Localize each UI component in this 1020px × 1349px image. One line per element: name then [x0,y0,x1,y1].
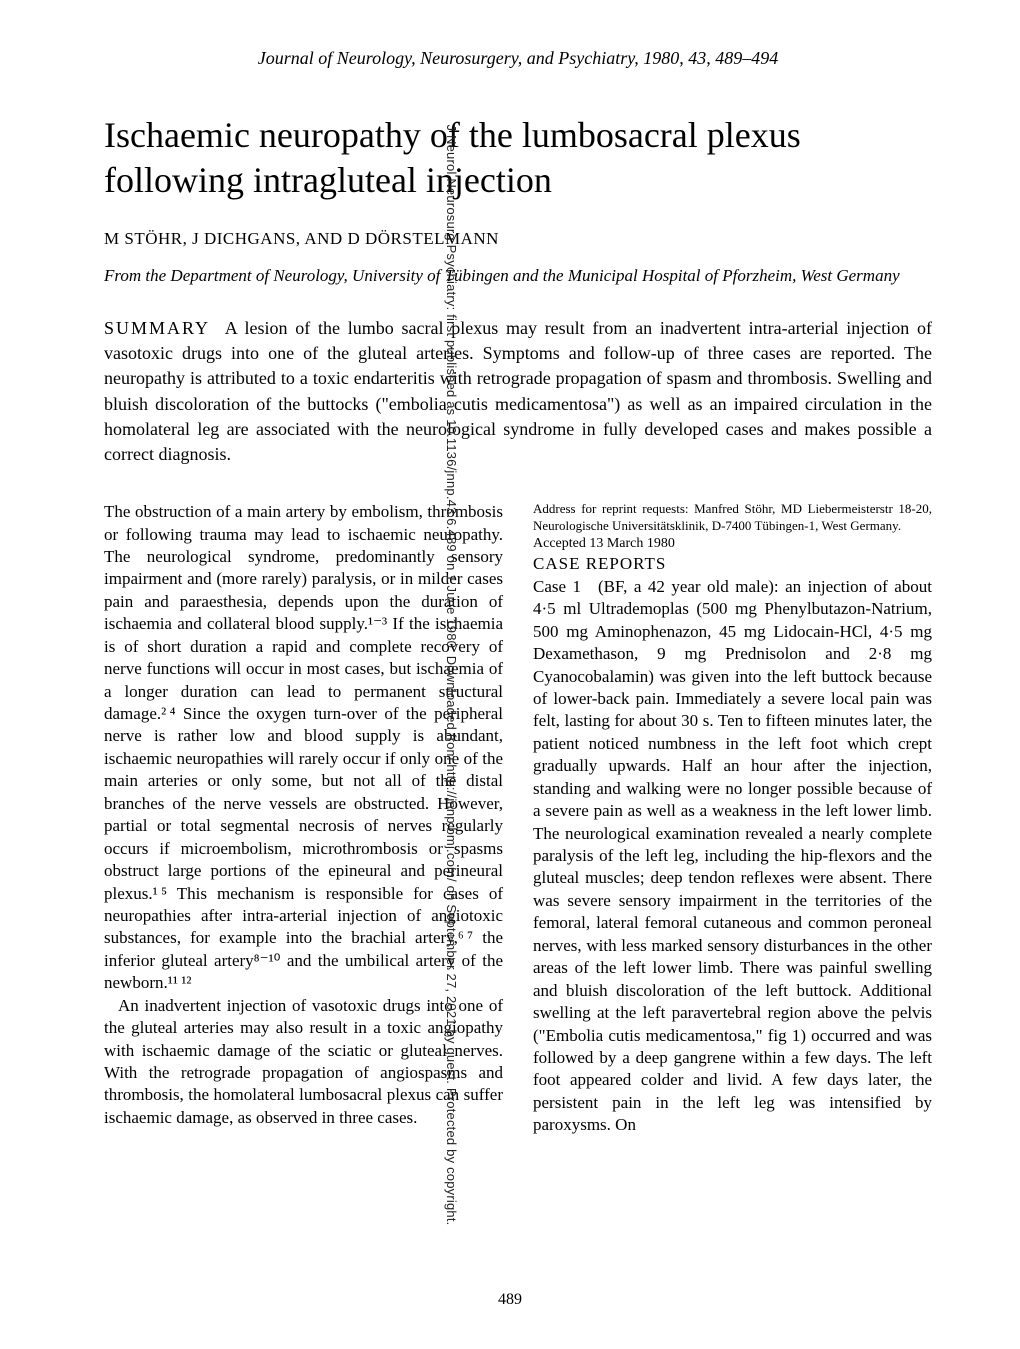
case-1-text: Case 1 (BF, a 42 year old male): an inje… [533,576,932,1137]
body-columns: The obstruction of a main artery by embo… [104,501,932,1137]
author-list: M STÖHR, J DICHGANS, AND D DÖRSTELMANN [104,229,932,249]
summary-block: SUMMARY A lesion of the lumbo sacral ple… [104,316,932,467]
copyright-sidebar: J Neurol Neurosurg Psychiatry: first pub… [444,124,459,1225]
accepted-date: Accepted 13 March 1980 [533,535,932,553]
article-title: Ischaemic neuropathy of the lumbosacral … [104,113,932,203]
summary-label: SUMMARY [104,318,210,338]
page-number: 489 [498,1291,522,1309]
journal-running-header: Journal of Neurology, Neurosurgery, and … [104,48,932,69]
reprint-address: Address for reprint requests: Manfred St… [533,501,932,535]
case-reports-heading: CASE REPORTS [533,553,932,575]
summary-text: A lesion of the lumbo sacral plexus may … [104,318,932,464]
author-affiliation: From the Department of Neurology, Univer… [104,265,932,288]
